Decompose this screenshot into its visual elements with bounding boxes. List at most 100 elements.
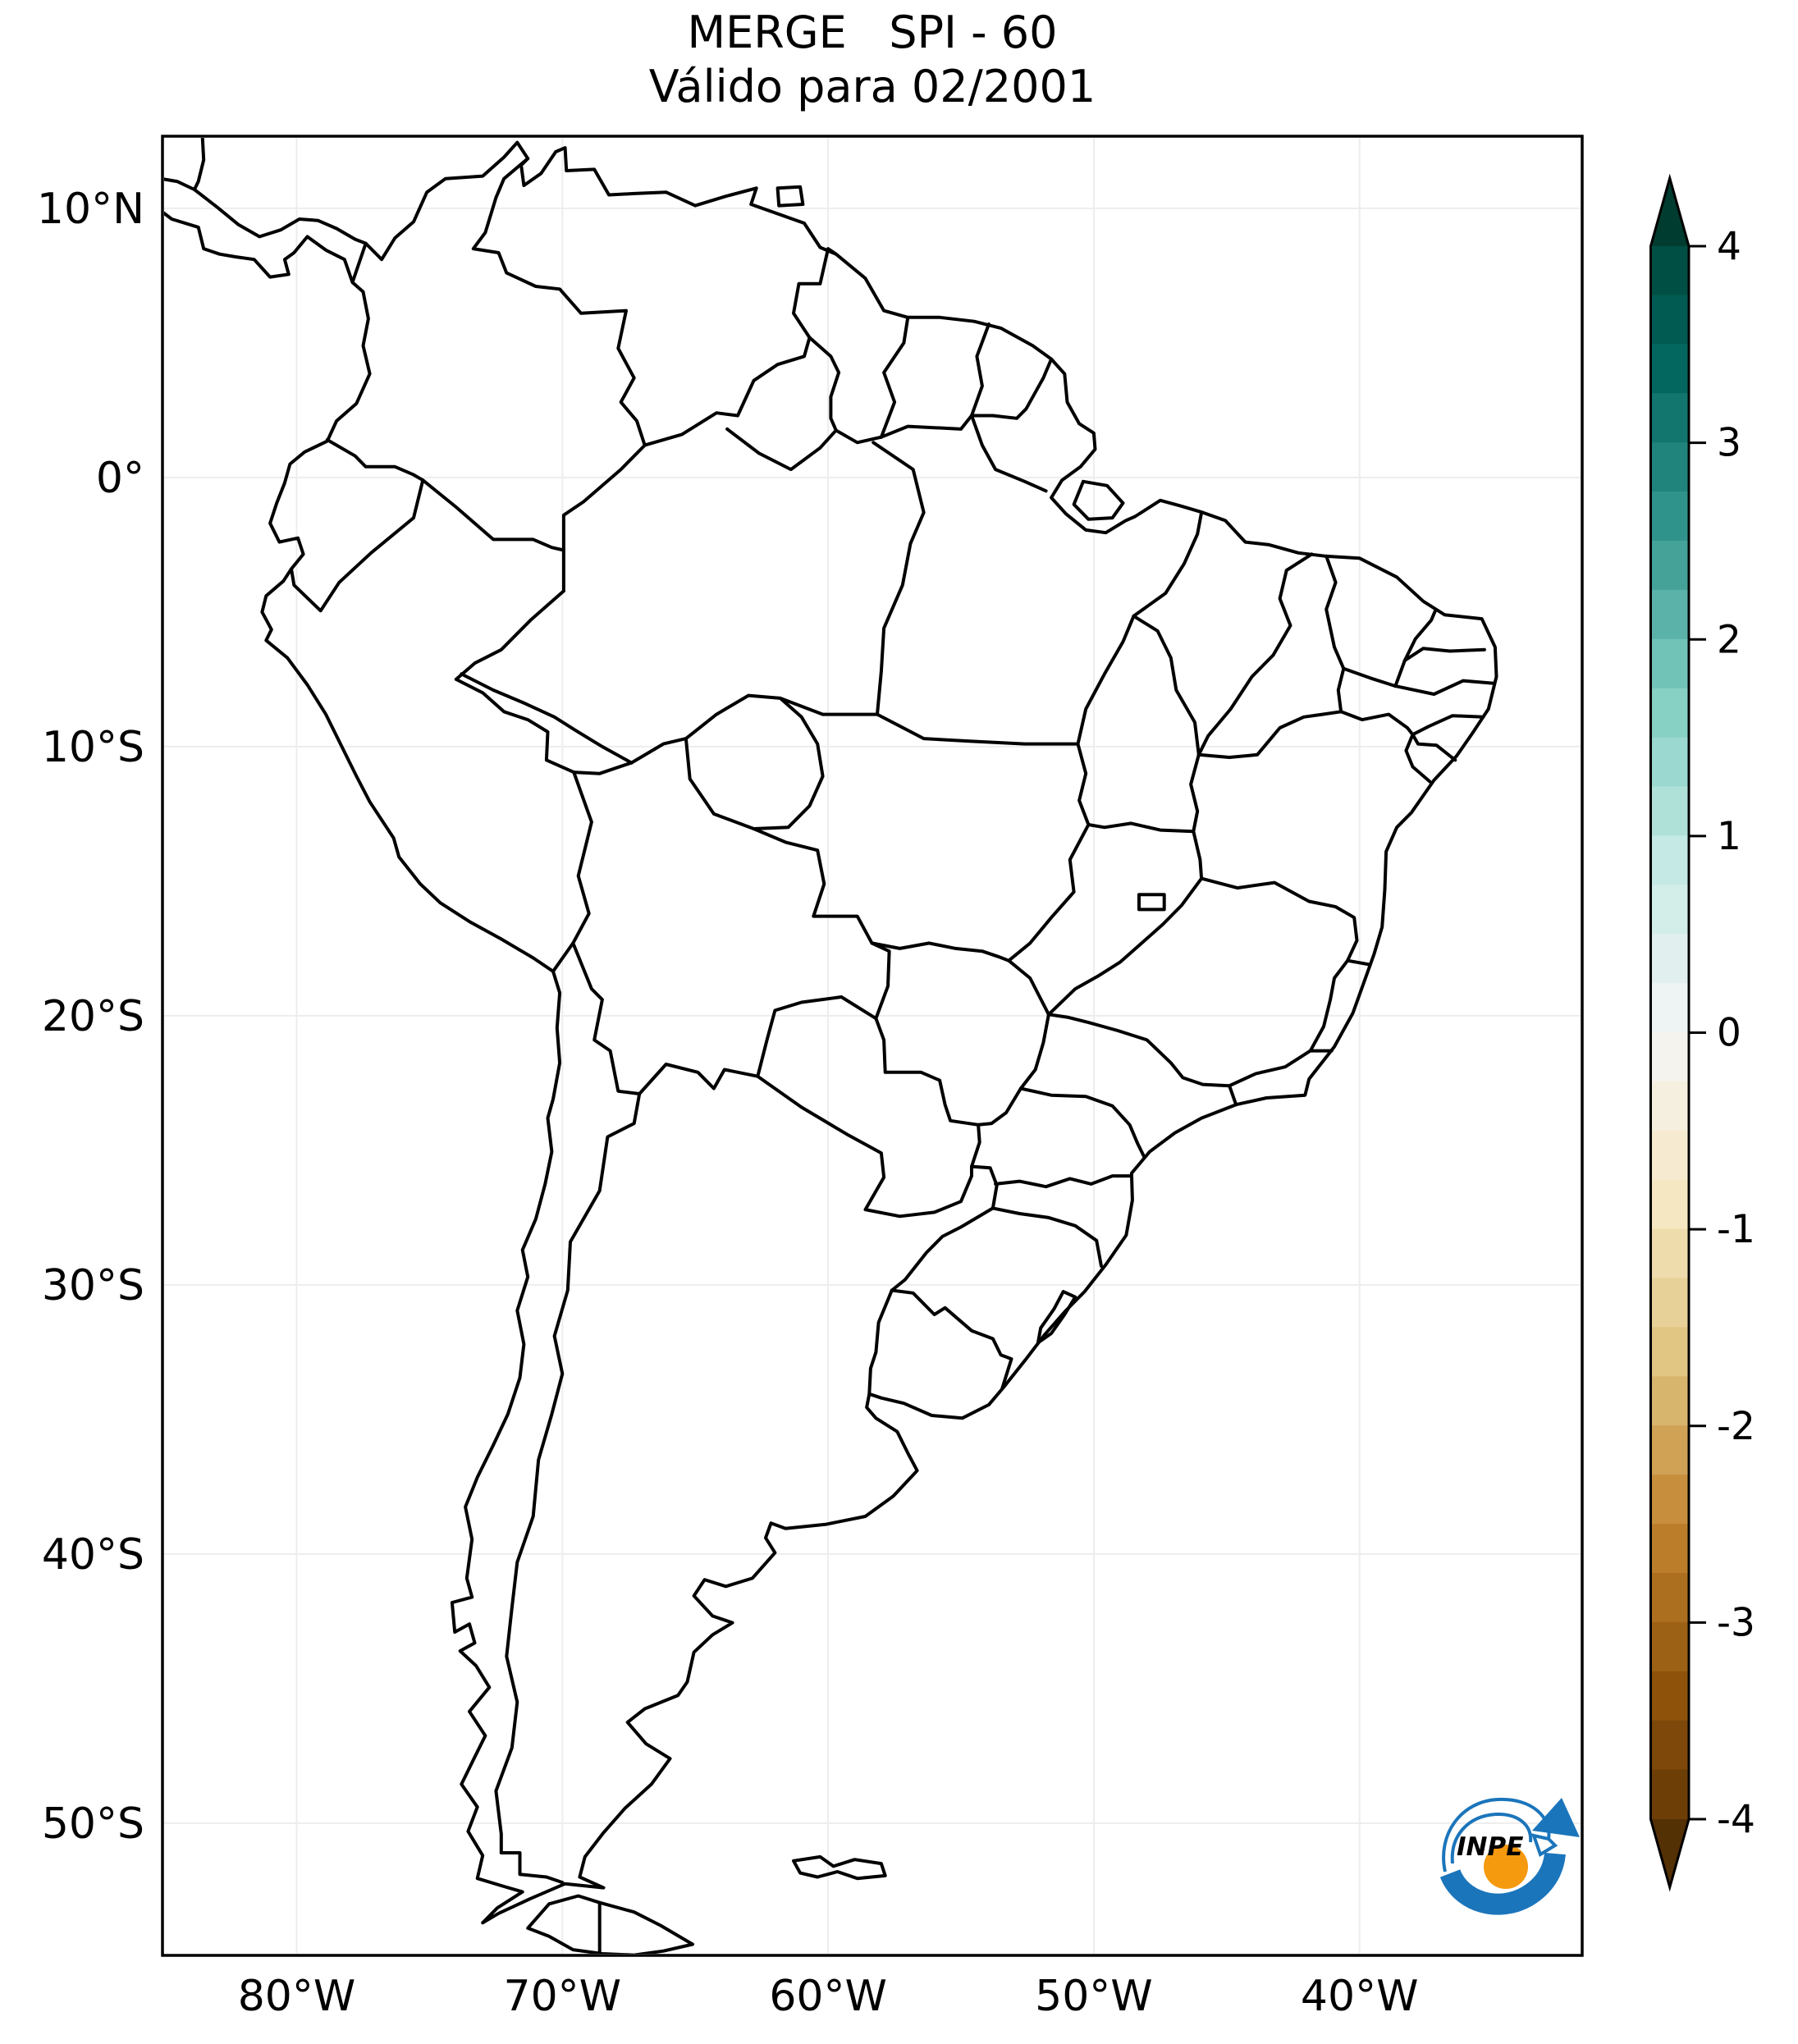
map-boundary-line [1007, 823, 1091, 963]
map-boundary-line [1072, 479, 1125, 521]
map-boundary-line [454, 589, 576, 775]
map-boundary-line [1404, 733, 1432, 784]
map-boundary-line [471, 157, 647, 447]
map-boundary-line [970, 357, 1054, 420]
map-boundary-line [1076, 614, 1136, 746]
colorbar-segment [1650, 835, 1689, 886]
colorbar-segment [1650, 1327, 1689, 1378]
colorbar-segment [1650, 885, 1689, 935]
logo-orange-globe [1484, 1845, 1528, 1889]
colorbar-segment [1650, 295, 1689, 345]
map-boundary-line [460, 672, 634, 765]
map-boundary-line [551, 941, 575, 973]
latitude-tick-label: 10°N [37, 185, 144, 234]
latitude-tick-label: 30°S [42, 1261, 144, 1310]
colorbar-segment [1650, 589, 1689, 640]
map-boundary-line [1393, 679, 1496, 696]
colorbar-segment [1650, 1425, 1689, 1476]
map-frame [161, 135, 1584, 1957]
colorbar-segment [1650, 393, 1689, 444]
colorbar-tick-label: -3 [1717, 1600, 1755, 1645]
colorbar-segment [1650, 1228, 1689, 1279]
map-boundary-line [1411, 733, 1457, 762]
latitude-axis-labels: 10°N 0° 10°S 20°S 30°S 40°S 50°S [37, 185, 144, 1849]
map-boundary-line [756, 995, 878, 1078]
colorbar-tick-label: 2 [1717, 617, 1741, 662]
map-boundary-line [526, 1894, 694, 1954]
map-boundary-line [874, 1017, 981, 1168]
map-boundary-line [1228, 1049, 1312, 1088]
map-boundary-line [879, 414, 973, 439]
colorbar-tick-label: -1 [1717, 1207, 1755, 1252]
map-boundary-line [970, 322, 991, 418]
map-boundary-line [879, 315, 910, 439]
map-boundary-line [1342, 666, 1398, 688]
colorbar-tick-label: -4 [1717, 1797, 1755, 1842]
map-boundary-line [756, 1074, 973, 1219]
latitude-tick-label: 20°S [42, 992, 144, 1041]
map-boundary-line [643, 336, 812, 447]
longitude-tick-label: 80°W [238, 1972, 356, 2021]
figure-subtitle: Válido para 02/2001 [649, 61, 1096, 112]
map-boundary-line [421, 478, 565, 552]
colorbar-segment [1650, 1376, 1689, 1427]
colorbar-segment [1650, 1475, 1689, 1525]
map-boundary-line [775, 185, 805, 208]
colorbar-tick-label: 4 [1717, 224, 1741, 269]
colorbar-segment [1650, 540, 1689, 591]
map-boundary-line [1076, 742, 1091, 826]
colorbar-extend-max [1650, 178, 1689, 246]
map-boundary-line [1200, 876, 1359, 963]
logo-text: INPE [1457, 1832, 1523, 1862]
latitude-tick-label: 50°S [42, 1799, 144, 1849]
map-boundary-line [1087, 821, 1196, 834]
map-boundary-line [1308, 958, 1350, 1053]
map-boundary-line [1393, 609, 1437, 688]
map-boundary-line [867, 1288, 894, 1396]
colorbar-segment [1650, 638, 1689, 689]
colorbar-gradient [1650, 178, 1689, 1887]
colorbar-ticks [1689, 245, 1706, 1821]
colorbar-segment [1650, 1081, 1689, 1132]
map-boundary-line [164, 177, 196, 191]
map-boundary-line [571, 771, 593, 945]
colorbar-segment [1650, 1769, 1689, 1820]
colorbar-tick-label: 0 [1717, 1011, 1741, 1056]
map-boundary-line [991, 1206, 1103, 1268]
colorbar-segment [1650, 1671, 1689, 1722]
map-boundary-line [572, 737, 891, 1021]
colorbar-segment [1650, 442, 1689, 493]
figure-title: MERGE SPI - 60 [688, 7, 1058, 58]
latitude-tick-label: 40°S [42, 1530, 144, 1580]
colorbar-segment [1650, 737, 1689, 788]
map-boundary-line [192, 138, 368, 245]
map-boundary-line [890, 1164, 999, 1292]
colorbar-segment [1650, 1524, 1689, 1574]
map-boundary-line [1036, 1290, 1077, 1345]
map-boundary-line [870, 941, 1011, 963]
map-boundary-line [792, 1854, 887, 1881]
map-boundary-line [792, 247, 838, 340]
map-boundary-line [807, 336, 883, 445]
map-boundary-line [1196, 552, 1314, 757]
colorbar-segment [1650, 688, 1689, 738]
colorbar-segment [1650, 1032, 1689, 1082]
colorbar-segment [1650, 934, 1689, 985]
map-boundary-line [290, 478, 425, 613]
map-boundary-line [1007, 958, 1050, 1017]
map-boundary-line [1137, 893, 1166, 912]
colorbar-segment [1650, 786, 1689, 837]
map-boundary-line [571, 941, 642, 1095]
map-boundary-line [1018, 1013, 1050, 1091]
map-boundary-line [970, 414, 1048, 493]
colorbar-segment [1650, 1278, 1689, 1328]
longitude-tick-label: 60°W [769, 1972, 887, 2021]
map-boundary-line [1046, 876, 1204, 1017]
colorbar-segment [1650, 492, 1689, 542]
colorbar-segment [1650, 983, 1689, 1033]
map-boundary-line [1411, 714, 1485, 737]
map-boundary-line [1402, 647, 1486, 662]
colorbar-tick-labels: 4 3 2 1 0 -1 -2 -3 -4 [1717, 224, 1755, 1842]
map-boundary-line [994, 1174, 1132, 1189]
